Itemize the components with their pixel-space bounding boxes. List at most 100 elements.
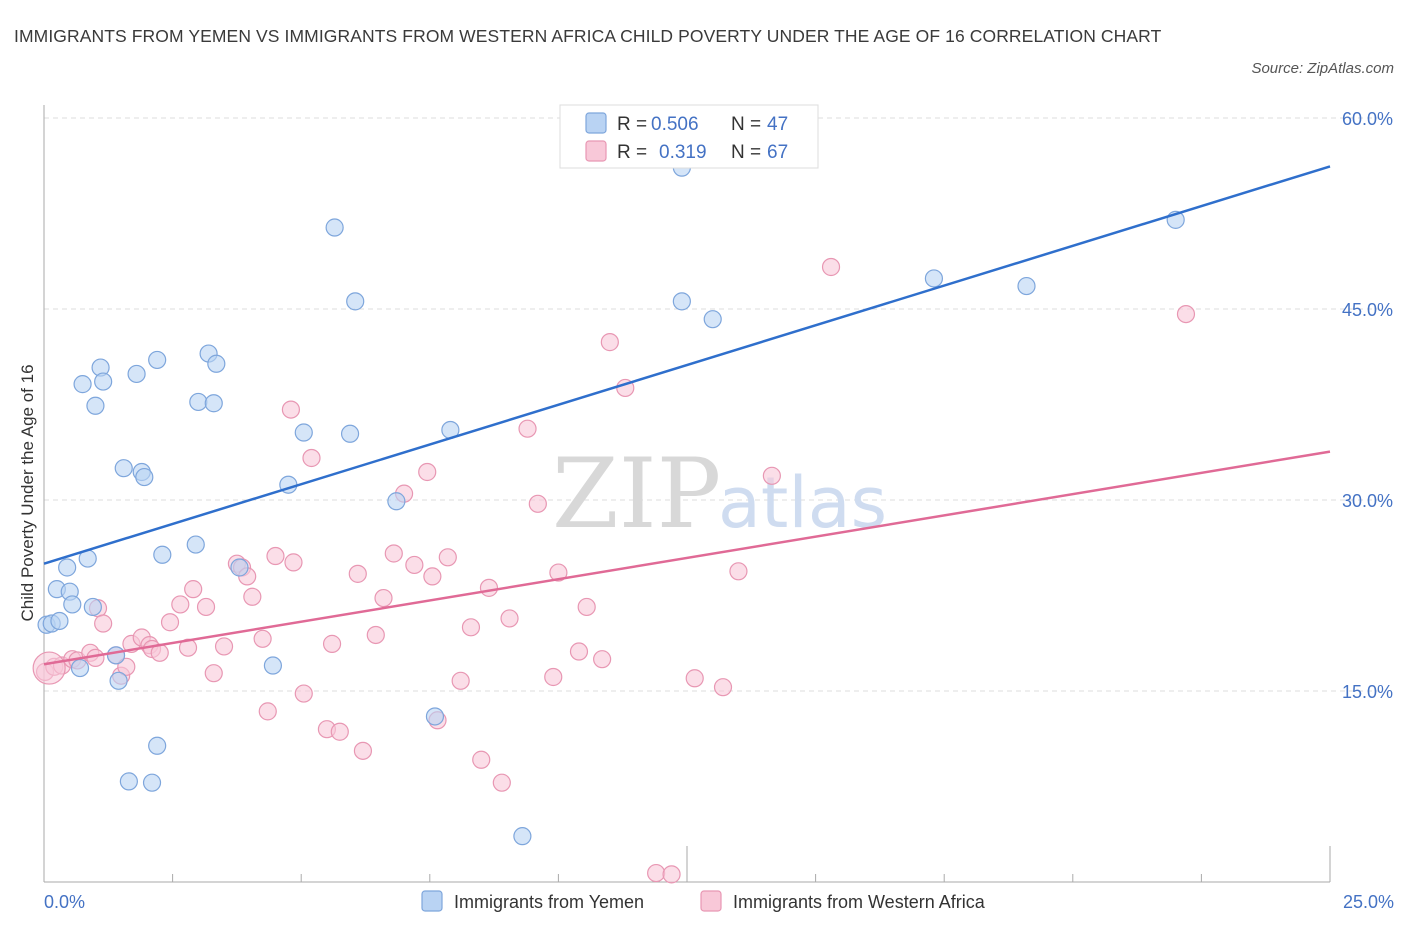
yemen-point-15 <box>109 671 128 690</box>
yemen-point-21 <box>142 773 162 792</box>
chart-title: IMMIGRANTS FROM YEMEN VS IMMIGRANTS FROM… <box>14 26 1162 46</box>
y-tick-label-1: 30.0% <box>1342 491 1393 511</box>
trend-line-yemen <box>43 165 1331 565</box>
trend-line-western-africa <box>43 450 1331 666</box>
bottom-legend-label-yemen: Immigrants from Yemen <box>454 892 644 912</box>
yemen-point-26 <box>189 392 208 412</box>
western-africa-point-64 <box>647 863 666 883</box>
western-africa-point-61 <box>593 650 612 669</box>
yemen-point-36 <box>346 292 365 311</box>
western-africa-point-68 <box>729 562 748 581</box>
yemen-point-29 <box>207 354 226 373</box>
grid-lines <box>44 117 1380 692</box>
western-africa-cluster-point <box>32 651 66 685</box>
western-africa-point-17 <box>160 613 180 632</box>
western-africa-point-40 <box>366 625 385 645</box>
yemen-point-45 <box>1017 276 1036 296</box>
western-africa-point-39 <box>353 741 373 760</box>
yemen-point-40 <box>513 827 532 846</box>
western-africa-point-58 <box>549 563 568 582</box>
western-africa-point-52 <box>479 578 499 597</box>
yemen-point-30 <box>230 558 249 577</box>
yemen-point-8 <box>73 375 92 394</box>
legend-n-label-yemen: N = <box>731 114 761 135</box>
yemen-point-13 <box>94 372 113 391</box>
yemen-point-42 <box>672 292 691 311</box>
western-africa-point-69 <box>762 466 781 485</box>
yemen-point-11 <box>86 396 105 415</box>
western-africa-point-53 <box>492 773 511 792</box>
legend-n-value-yemen: 47 <box>767 114 788 135</box>
bottom-legend-swatch-yemen <box>421 890 443 912</box>
yemen-point-37 <box>387 492 406 511</box>
western-africa-point-45 <box>418 462 437 482</box>
western-africa-point-60 <box>577 597 596 617</box>
x-tick-label-min: 0.0% <box>44 892 85 912</box>
western-africa-point-62 <box>600 333 619 352</box>
yemen-point-33 <box>294 423 313 442</box>
western-africa-point-29 <box>258 702 277 721</box>
watermark-zip: ZIP <box>552 438 721 550</box>
bottom-legend-label-western-africa: Immigrants from Western Africa <box>733 892 986 912</box>
yemen-point-22 <box>148 350 167 370</box>
legend-box: R = 0.506 N = 47 R = 0.319 N = 67 <box>559 104 819 169</box>
legend-n-label-western-africa: N = <box>731 142 761 163</box>
western-africa-point-27 <box>243 587 262 606</box>
legend-swatch-yemen <box>585 112 607 134</box>
western-africa-point-56 <box>528 494 547 513</box>
western-africa-point-71 <box>1176 304 1196 324</box>
yemen-point-20 <box>135 467 154 487</box>
source-label: Source: ZipAtlas.com <box>1251 60 1394 77</box>
yemen-point-10 <box>83 597 102 617</box>
legend-swatch-western-africa <box>585 140 607 162</box>
western-africa-point-30 <box>266 546 285 566</box>
yemen-point-4 <box>58 558 77 577</box>
western-africa-point-38 <box>348 564 367 583</box>
axes <box>43 105 1331 883</box>
western-africa-point-21 <box>196 597 216 617</box>
yemen-point-16 <box>114 459 133 478</box>
yemen-point-18 <box>127 364 146 384</box>
yemen-point-35 <box>340 424 360 443</box>
yemen-point-31 <box>263 656 283 675</box>
western-africa-point-23 <box>214 637 234 656</box>
western-africa-point-66 <box>685 669 704 688</box>
western-africa-point-57 <box>544 667 563 687</box>
western-africa-point-54 <box>500 609 519 628</box>
yemen-point-14 <box>106 646 126 665</box>
yemen-point-24 <box>153 545 172 564</box>
western-africa-point-37 <box>330 722 349 741</box>
yemen-point-44 <box>924 269 944 288</box>
yemen-point-2 <box>50 611 69 631</box>
western-africa-point-42 <box>384 544 403 563</box>
western-africa-point-67 <box>713 678 733 697</box>
yemen-point-28 <box>204 394 223 413</box>
western-africa-point-32 <box>284 553 303 572</box>
legend-n-value-western-africa: 67 <box>767 142 788 163</box>
y-tick-label-2: 45.0% <box>1342 300 1393 320</box>
watermark-atlas: atlas <box>718 462 887 544</box>
bottom-legend: Immigrants from Yemen Immigrants from We… <box>421 890 986 912</box>
western-africa-point-44 <box>405 555 424 575</box>
bottom-legend-swatch-western-africa <box>700 890 722 912</box>
western-africa-point-18 <box>171 595 190 614</box>
yemen-point-7 <box>70 658 90 678</box>
western-africa-point-20 <box>184 580 203 599</box>
western-africa-point-46 <box>423 567 442 586</box>
western-africa-point-70 <box>821 257 841 277</box>
yemen-point-17 <box>119 772 138 791</box>
legend-r-value-western-africa: 0.319 <box>659 142 707 163</box>
legend-r-label-western-africa: R = <box>617 142 647 163</box>
western-africa-point-41 <box>374 588 393 608</box>
western-africa-point-50 <box>461 618 481 637</box>
western-africa-point-34 <box>302 448 321 468</box>
yemen-point-34 <box>325 218 344 237</box>
legend-r-label-yemen: R = <box>617 114 647 135</box>
western-africa-point-48 <box>438 548 457 567</box>
y-axis-title: Child Poverty Under the Age of 16 <box>18 364 37 621</box>
yemen-point-38 <box>425 707 445 726</box>
western-africa-point-33 <box>294 684 313 703</box>
y-tick-label-0: 15.0% <box>1342 682 1393 702</box>
yemen-point-6 <box>63 595 82 614</box>
